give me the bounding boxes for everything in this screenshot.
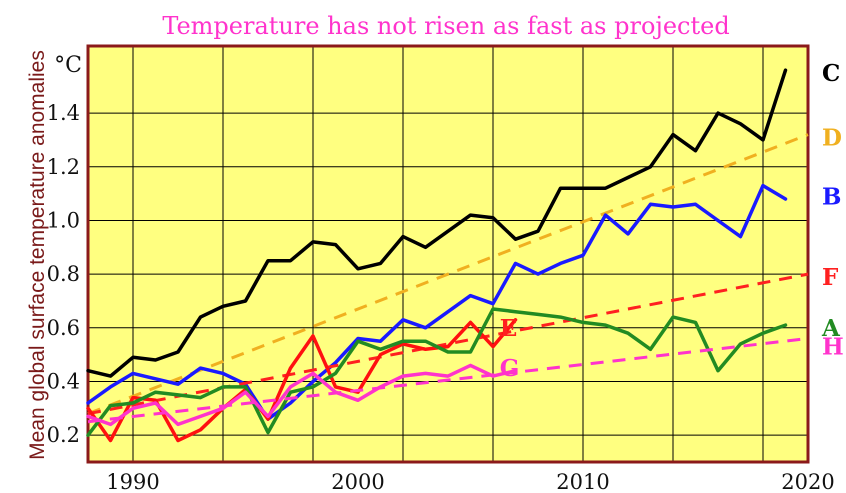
y-axis-label: Mean global surface temperature anomalie… — [26, 50, 49, 460]
x-tick-label: 1990 — [106, 470, 159, 493]
y-tick-label: 0.4 — [47, 369, 80, 393]
x-tick-label: 2000 — [331, 470, 384, 493]
plot-area — [86, 44, 810, 464]
y-unit-label: °C — [54, 53, 82, 78]
x-tick-label: 2020 — [781, 470, 834, 493]
plot-border — [86, 44, 810, 464]
x-tick-label: 2010 — [556, 470, 609, 493]
series-label-d: D — [822, 124, 842, 151]
series-line-f — [87, 272, 809, 416]
series-label-g: G — [500, 355, 520, 382]
y-tick-label: 1.2 — [47, 155, 80, 179]
y-tick-labels: 0.2 0.4 0.6 0.8 1.0 1.2 1.4 — [47, 101, 80, 447]
y-tick-label: 1.4 — [47, 101, 80, 125]
y-tick-label: 0.6 — [47, 316, 80, 340]
series-label-a: A — [821, 315, 841, 342]
x-tick-labels: 1990 2000 2010 2020 — [106, 470, 834, 493]
series-line-d — [87, 133, 809, 416]
series-lines — [86, 68, 809, 443]
series-label-c: C — [822, 60, 840, 87]
series-line-b — [86, 183, 788, 421]
series-label-e: E — [500, 315, 518, 342]
y-tick-label: 0.8 — [47, 262, 80, 286]
series-line-g — [86, 363, 518, 427]
series-label-f: F — [822, 264, 839, 291]
y-tick-label: 1.0 — [47, 208, 80, 232]
y-tick-label: 0.2 — [47, 423, 80, 447]
series-labels: C D B FAH EG — [500, 60, 844, 382]
chart-title: Temperature has not risen as fast as pro… — [162, 12, 729, 40]
series-label-b: B — [822, 183, 841, 210]
series-line-h — [87, 337, 809, 424]
series-line-a — [86, 307, 788, 437]
plot-background — [88, 46, 808, 462]
series-label-h: H — [822, 334, 844, 361]
series-line-c — [86, 68, 788, 378]
